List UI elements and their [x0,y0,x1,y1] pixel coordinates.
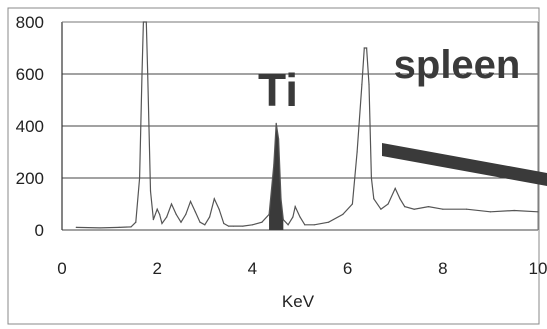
data-point [287,224,289,226]
data-point [277,138,280,140]
data-point [363,47,365,49]
data-point [144,21,146,23]
data-point [342,213,344,215]
data-point [380,208,382,210]
data-point [232,225,234,227]
data-point [141,73,143,75]
data-point [213,198,215,200]
data-point [223,222,225,225]
data-point [156,208,158,210]
data-point [99,227,101,229]
data-point [366,47,368,49]
data-point [373,198,375,200]
data-point [489,211,491,213]
data-point [466,208,468,210]
x-tick-label: 0 [57,259,66,278]
spleen-annotation: spleen [394,43,521,87]
data-point [199,221,201,223]
data-point [294,206,296,208]
data-point [292,216,294,218]
data-point [170,203,173,205]
data-point [118,226,120,228]
data-point [175,213,177,215]
data-point [399,198,401,200]
x-axis-label: KeV [282,292,315,311]
x-tick-label: 8 [438,259,447,278]
data-point [356,151,358,153]
data-point [228,225,230,227]
data-point [313,224,315,226]
data-point [261,221,263,223]
data-point [185,213,187,215]
data-point [413,208,415,210]
data-point [427,206,430,208]
outer-frame [7,7,540,325]
x-tick-label: 6 [343,259,352,278]
data-point [273,164,275,166]
data-point [208,216,211,218]
data-point [404,206,406,208]
spectrum-line [76,21,539,229]
data-point [370,177,372,179]
y-tick-label: 600 [16,65,44,84]
data-point [75,226,77,228]
data-point [194,211,196,213]
data-point [268,213,270,215]
y-tick-label: 200 [16,169,44,188]
data-point [130,226,132,228]
data-point [304,224,306,226]
ti-peak-fill [269,123,284,230]
pointer-bar [382,143,547,186]
ti-annotation: Ti [258,64,298,116]
data-point [280,198,282,200]
data-point [361,83,363,85]
data-point [282,219,284,221]
data-point [147,73,149,75]
y-tick-label: 800 [16,13,44,32]
data-point [327,221,330,223]
data-point [242,225,244,227]
data-point [394,187,396,189]
y-tick-label: 0 [35,221,44,240]
x-tick-label: 4 [248,259,257,278]
data-point [299,216,301,218]
data-point [368,83,370,85]
data-point [149,190,152,192]
x-tick-label: 2 [152,259,161,278]
data-point [387,203,389,205]
data-point [158,213,161,215]
y-tick-label: 400 [16,117,44,136]
data-point [251,224,253,226]
data-point [145,21,147,23]
x-tick-label: 10 [529,259,547,278]
data-point [189,200,192,202]
data-point [142,21,144,23]
data-point [513,209,515,212]
data-point [180,221,182,223]
data-point [275,122,277,124]
series-layer [75,21,539,230]
data-point [138,177,141,179]
data-point [135,221,137,223]
data-point [152,219,154,221]
data-point [537,211,539,213]
data-point [161,222,163,225]
data-point [442,208,444,210]
axes [7,7,540,325]
data-point [218,208,220,210]
data-point [204,224,206,226]
data-point [166,216,168,218]
tick-labels: 0 200 400 600 800 0 2 4 6 8 10 [16,13,547,278]
data-point [351,203,353,205]
